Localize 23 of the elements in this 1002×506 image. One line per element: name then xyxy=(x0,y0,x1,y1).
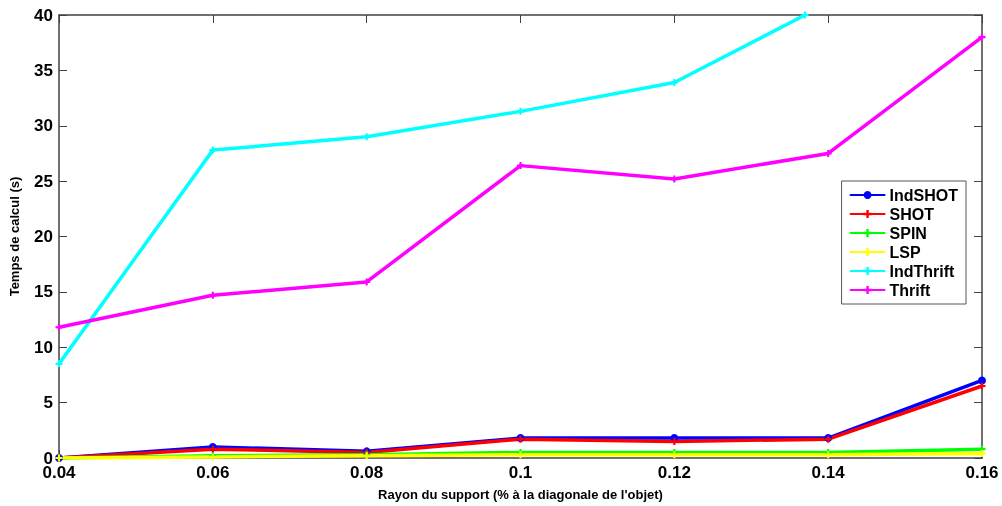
y-tick-label: 10 xyxy=(34,337,53,357)
y-axis-title: Temps de calcul (s) xyxy=(7,176,22,297)
legend-label: SPIN xyxy=(889,224,927,242)
y-tick-label: 15 xyxy=(34,282,53,302)
y-tick-label: 20 xyxy=(34,227,53,246)
legend-label: Thrift xyxy=(889,281,932,299)
x-tick-label: 0.14 xyxy=(811,463,846,482)
x-tick-label: 0.12 xyxy=(657,463,691,482)
legend-label: IndSHOT xyxy=(889,186,959,204)
y-tick-label: 25 xyxy=(34,171,53,191)
x-tick-label: 0.1 xyxy=(508,463,533,482)
legend-label: IndThrift xyxy=(889,262,956,280)
y-tick-label: 40 xyxy=(34,5,53,25)
legend-label: LSP xyxy=(889,243,922,261)
legend-label: SHOT xyxy=(889,205,935,223)
x-axis-title: Rayon du support (% à la diagonale de l'objet) xyxy=(378,487,663,502)
x-tick-label: 0.08 xyxy=(350,463,384,482)
x-tick-label: 0.04 xyxy=(42,463,77,482)
x-tick-label: 0.16 xyxy=(965,463,999,482)
y-tick-label: 30 xyxy=(34,116,53,136)
y-tick-label: 5 xyxy=(43,393,53,413)
x-tick-label: 0.06 xyxy=(196,463,230,482)
y-tick-label: 35 xyxy=(34,60,53,80)
